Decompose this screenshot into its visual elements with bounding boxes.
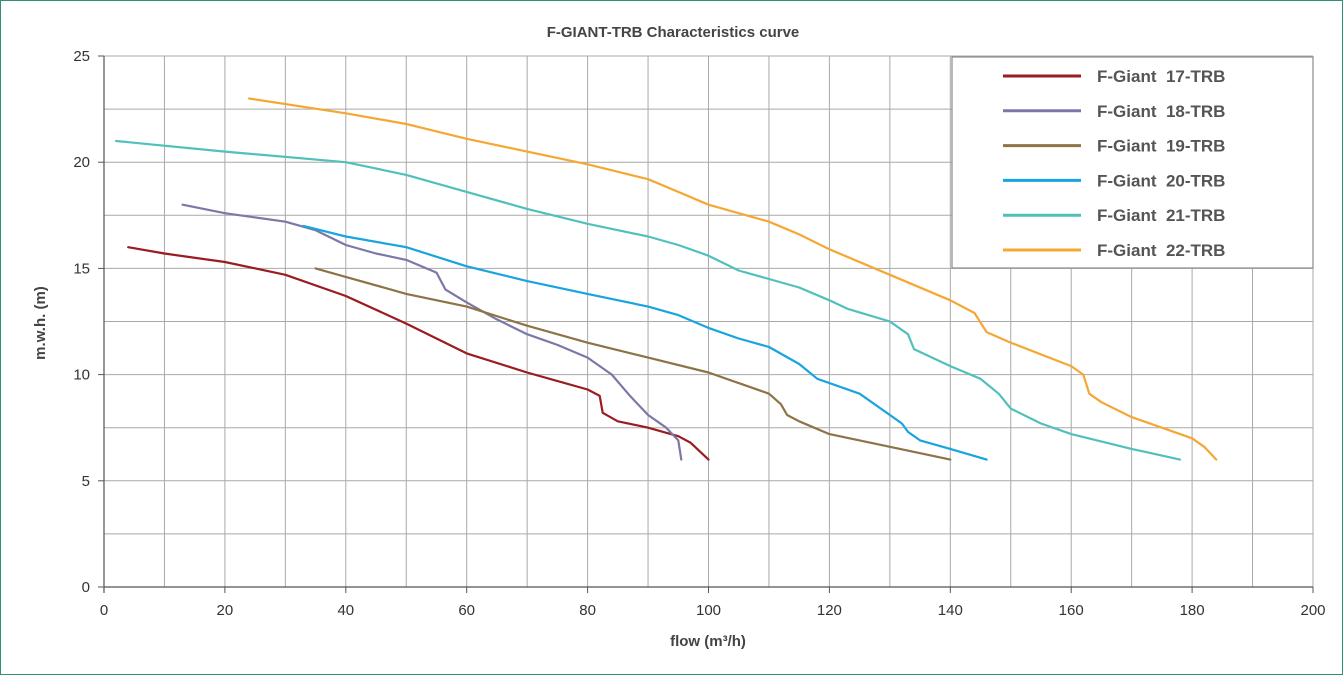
legend-label: F-Giant 21-TRB <box>1097 206 1225 225</box>
x-tick-label: 100 <box>696 602 721 619</box>
y-tick-label: 25 <box>73 48 90 65</box>
series-line <box>181 203 683 461</box>
legend-box <box>951 56 1314 269</box>
y-tick-label: 20 <box>73 154 90 171</box>
axes <box>98 55 1314 593</box>
y-tick-label: 15 <box>73 260 90 277</box>
series-line <box>302 224 988 461</box>
x-tick-label: 180 <box>1180 602 1205 619</box>
legend-label: F-Giant 22-TRB <box>1097 241 1225 260</box>
x-tick-label: 200 <box>1300 602 1325 619</box>
x-tick-label: 0 <box>100 602 108 619</box>
x-tick-label: 60 <box>458 602 475 619</box>
legend-label: F-Giant 18-TRB <box>1097 102 1225 121</box>
legend: F-Giant 17-TRB F-Giant 18-TRB F-Giant 19-T… <box>951 56 1314 269</box>
y-tick-label: 0 <box>82 579 90 596</box>
series-line <box>248 97 1218 461</box>
chart-title: F-GIANT-TRB Characteristics curve <box>547 24 800 41</box>
series-line <box>127 246 710 461</box>
x-tick-label: 40 <box>337 602 354 619</box>
x-tick-label: 160 <box>1059 602 1084 619</box>
y-tick-labels: 0 5 10 15 20 25 <box>73 48 90 596</box>
legend-label: F-Giant 20-TRB <box>1097 171 1225 190</box>
series-lines <box>115 97 1218 461</box>
x-tick-label: 20 <box>217 602 234 619</box>
x-tick-label: 120 <box>817 602 842 619</box>
legend-label: F-Giant 17-TRB <box>1097 67 1225 86</box>
x-tick-label: 80 <box>579 602 596 619</box>
series-line <box>115 139 1182 461</box>
x-tick-label: 140 <box>938 602 963 619</box>
series-line <box>314 267 952 461</box>
y-axis-label: m.w.h. (m) <box>32 286 49 360</box>
x-tick-labels: 0 20 40 60 80 100 120 140 160 180 200 <box>100 602 1326 619</box>
y-tick-label: 5 <box>82 473 90 490</box>
x-axis-label: flow (m³/h) <box>670 633 746 650</box>
y-tick-label: 10 <box>73 367 90 384</box>
legend-label: F-Giant 19-TRB <box>1097 137 1225 156</box>
